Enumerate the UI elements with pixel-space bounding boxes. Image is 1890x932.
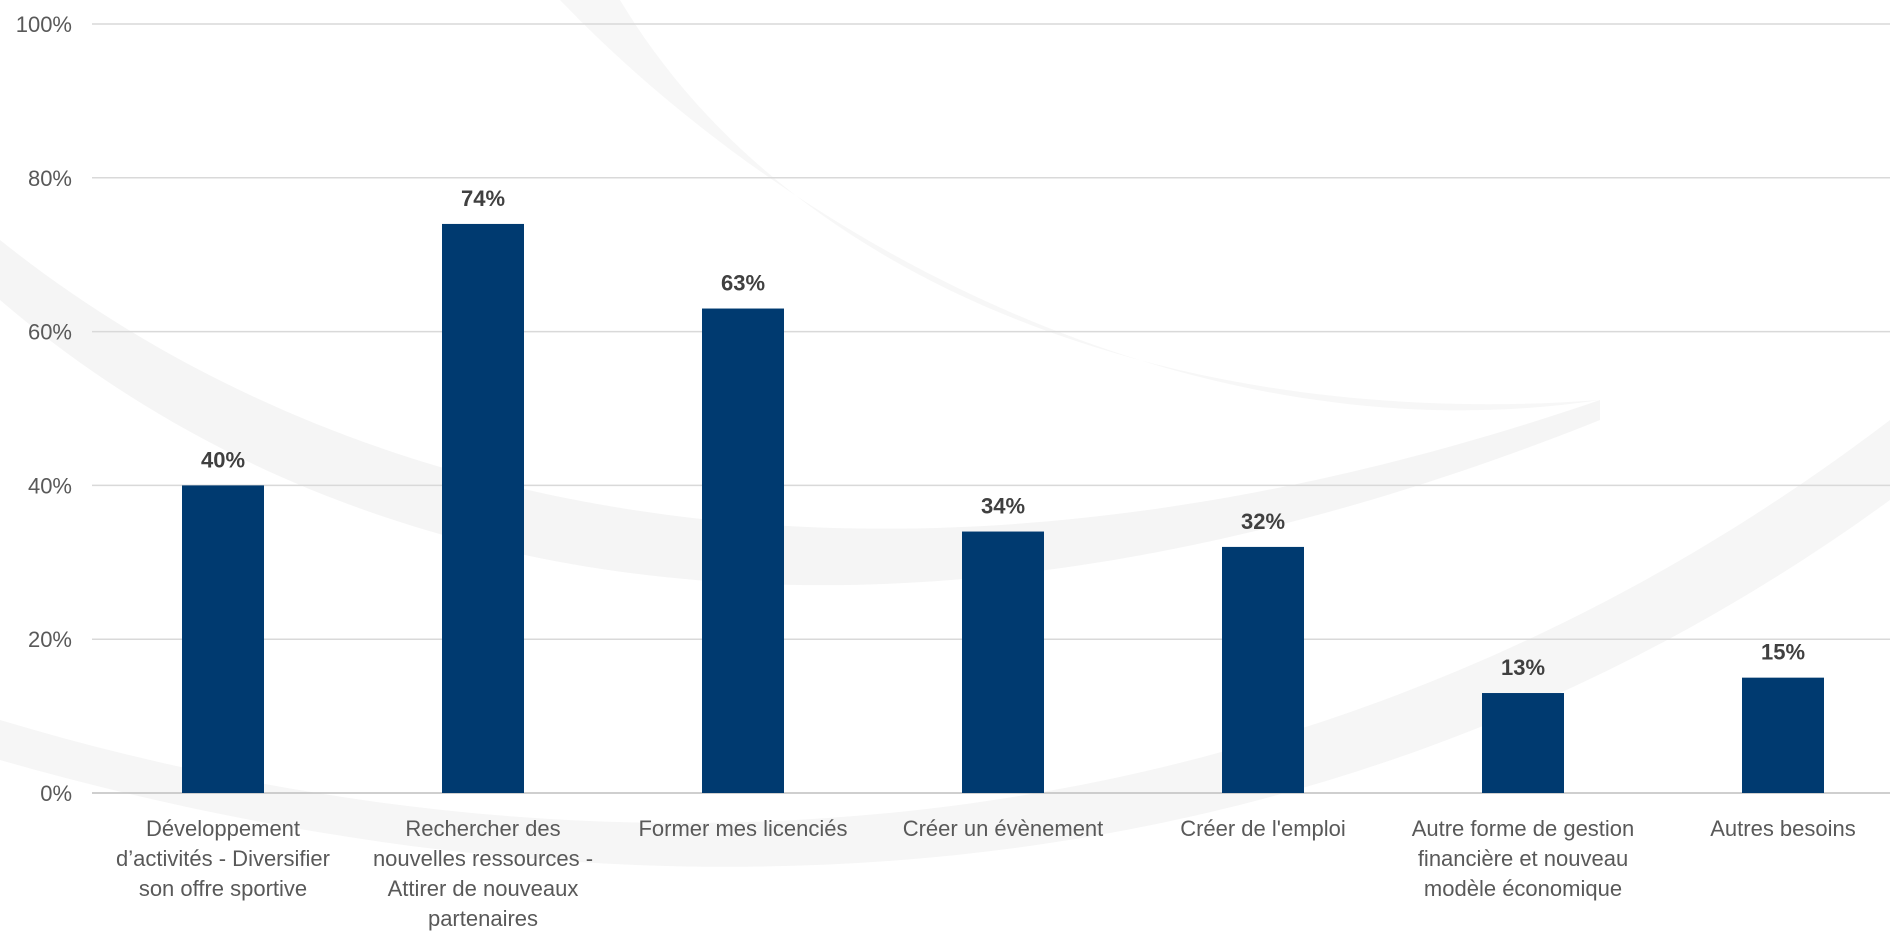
x-category-label-line: Créer de l'emploi bbox=[1180, 816, 1346, 841]
x-category-label: Autre forme de gestion financière et nouv… bbox=[1412, 816, 1635, 901]
x-category-label-line: Autres besoins bbox=[1710, 816, 1856, 841]
x-category-label-line: financière et nouveau bbox=[1418, 846, 1628, 871]
bar bbox=[1222, 546, 1304, 793]
bar bbox=[702, 308, 784, 793]
x-category-label: Développement d’activités - Diversifier so… bbox=[116, 816, 330, 901]
y-tick-label: 100% bbox=[16, 12, 72, 37]
y-axis-ticks: 0% 20% 40% 60% 80% 100% bbox=[16, 12, 72, 806]
data-label: 40% bbox=[201, 447, 245, 472]
x-category-label: Autres besoins bbox=[1710, 816, 1856, 841]
x-category-label-line: son offre sportive bbox=[139, 876, 307, 901]
background-swoosh bbox=[0, 240, 1600, 586]
y-tick-label: 80% bbox=[28, 166, 72, 191]
bar bbox=[182, 485, 264, 793]
data-label: 32% bbox=[1241, 509, 1285, 534]
y-tick-label: 20% bbox=[28, 627, 72, 652]
y-tick-label: 60% bbox=[28, 320, 72, 345]
bar bbox=[962, 531, 1044, 793]
bar bbox=[1482, 693, 1564, 793]
x-category-label-line: d’activités - Diversifier bbox=[116, 846, 330, 871]
data-label: 63% bbox=[721, 271, 765, 296]
x-category-label-line: Développement bbox=[146, 816, 300, 841]
background-decoration bbox=[0, 0, 1890, 867]
y-tick-label: 0% bbox=[40, 781, 72, 806]
x-category-label-line: Créer un évènement bbox=[903, 816, 1104, 841]
y-tick-label: 40% bbox=[28, 473, 72, 498]
x-category-label-line: Rechercher des bbox=[405, 816, 560, 841]
x-category-label: Former mes licenciés bbox=[638, 816, 847, 841]
x-category-label: Rechercher des nouvelles ressources - Atti… bbox=[373, 816, 593, 931]
x-category-label-line: nouvelles ressources - bbox=[373, 846, 593, 871]
x-category-label-line: modèle économique bbox=[1424, 876, 1622, 901]
data-labels: 40% 74% 63% 34% 32% 13% 15% bbox=[201, 186, 1805, 680]
gridlines bbox=[92, 23, 1890, 794]
x-category-label-line: partenaires bbox=[428, 906, 538, 931]
bars bbox=[182, 223, 1824, 793]
x-category-label-line: Attirer de nouveaux bbox=[388, 876, 579, 901]
x-axis-categories: Développement d’activités - Diversifier so… bbox=[116, 816, 1856, 931]
background-swoosh bbox=[0, 420, 1890, 867]
data-label: 15% bbox=[1761, 640, 1805, 665]
bar bbox=[1742, 677, 1824, 793]
x-category-label: Créer de l'emploi bbox=[1180, 816, 1346, 841]
data-label: 34% bbox=[981, 494, 1025, 519]
bar bbox=[442, 223, 524, 793]
data-label: 13% bbox=[1501, 655, 1545, 680]
x-category-label-line: Former mes licenciés bbox=[638, 816, 847, 841]
x-category-label: Créer un évènement bbox=[903, 816, 1104, 841]
data-label: 74% bbox=[461, 186, 505, 211]
x-category-label-line: Autre forme de gestion bbox=[1412, 816, 1635, 841]
